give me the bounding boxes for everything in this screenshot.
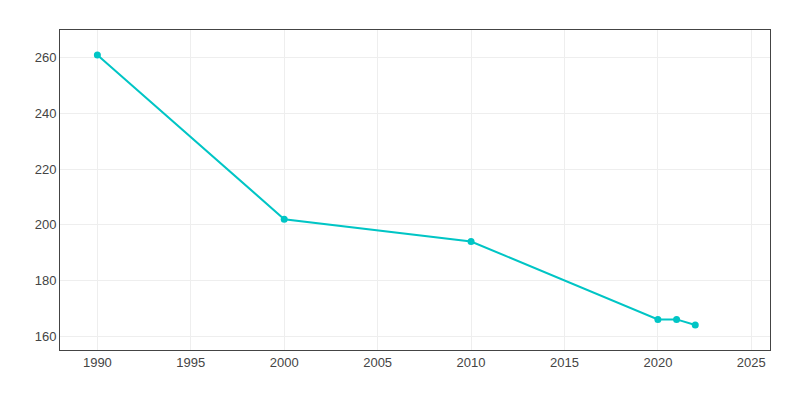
svg-text:240: 240 (35, 106, 57, 121)
svg-text:2015: 2015 (550, 355, 579, 370)
svg-text:2020: 2020 (643, 355, 672, 370)
svg-text:2000: 2000 (270, 355, 299, 370)
svg-text:1990: 1990 (83, 355, 112, 370)
svg-text:200: 200 (35, 217, 57, 232)
svg-text:2025: 2025 (737, 355, 766, 370)
svg-text:2010: 2010 (457, 355, 486, 370)
svg-text:160: 160 (35, 329, 57, 344)
svg-text:180: 180 (35, 273, 57, 288)
svg-text:2005: 2005 (363, 355, 392, 370)
svg-text:260: 260 (35, 50, 57, 65)
svg-text:220: 220 (35, 162, 57, 177)
svg-text:1995: 1995 (176, 355, 205, 370)
